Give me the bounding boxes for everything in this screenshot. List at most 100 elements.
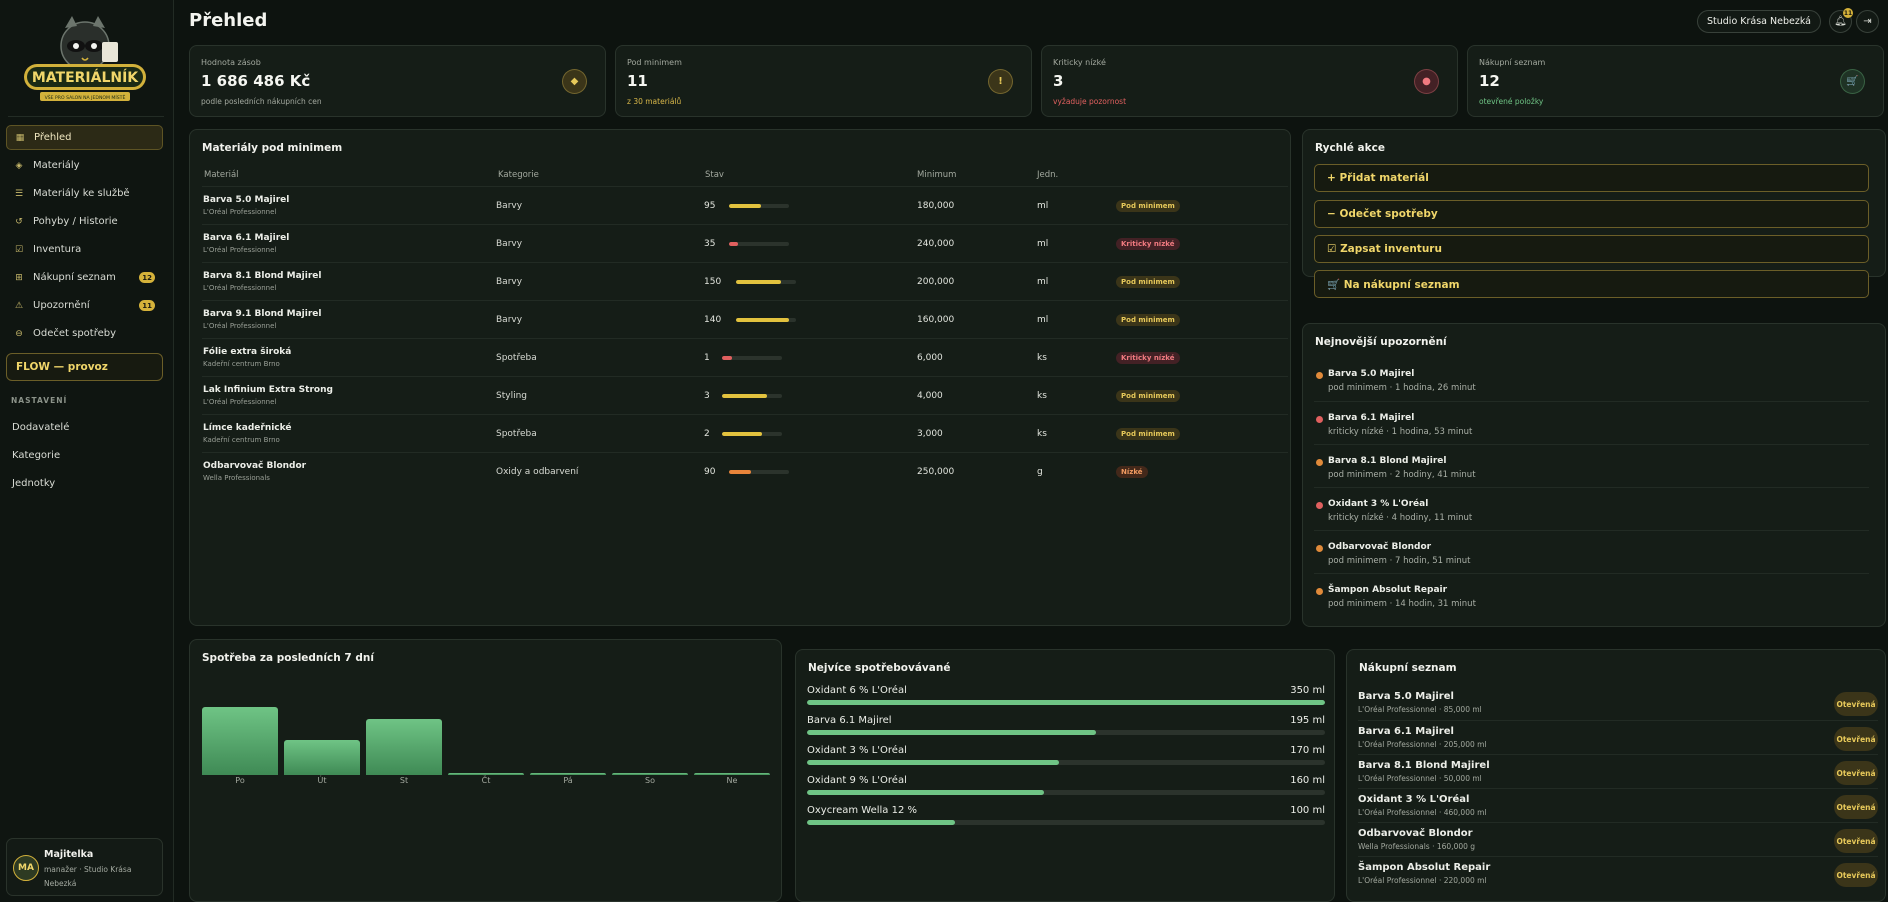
column-header-material: Materiál (204, 170, 239, 180)
stock-level-fill (722, 356, 733, 360)
shopping-item[interactable]: Barva 6.1 Majirel L'Oréal Professionnel ·… (1358, 720, 1878, 755)
studio-selector[interactable]: Studio Krása Nebezká (1697, 10, 1821, 33)
stock-quantity: 90 (704, 467, 716, 477)
shopping-item[interactable]: Odbarvovač Blondor Wella Professionals · … (1358, 822, 1878, 857)
notifications-button[interactable]: 🔔︎ 11 (1829, 8, 1853, 33)
minimum-value: 4,000 (917, 391, 943, 401)
table-row[interactable]: Límce kadeřnické Kadeřní centrum Brno Spot… (202, 414, 1288, 452)
consumption-bar-fill (807, 700, 1325, 705)
column-header-kategorie: Kategorie (498, 170, 539, 180)
table-row[interactable]: Fólie extra široká Kadeřní centrum Brno Sp… (202, 338, 1288, 376)
material-name: Fólie extra široká (203, 347, 292, 357)
material-category: Barvy (496, 201, 523, 211)
table-row[interactable]: Barva 6.1 Majirel L'Oréal Professionnel Ba… (202, 224, 1288, 262)
minus-circle-icon: ⊖ (15, 328, 23, 339)
sidebar-item-inventura[interactable]: ☑ Inventura (6, 237, 163, 262)
item-detail: L'Oréal Professionnel · 460,000 ml (1358, 808, 1487, 817)
minimum-value: 180,000 (917, 201, 955, 211)
sidebar-item-dodavatele[interactable]: Dodavatelé (12, 422, 70, 433)
material-category: Oxidy a odbarvení (496, 467, 579, 477)
material-brand: Wella Professionals (203, 474, 270, 482)
status-badge[interactable]: Otevřená (1834, 761, 1878, 785)
alert-item[interactable]: Barva 8.1 Blond Majirel pod minimem · 2 h… (1314, 444, 1869, 487)
stock-level-fill (729, 242, 738, 246)
shopping-item[interactable]: Barva 8.1 Blond Majirel L'Oréal Professio… (1358, 754, 1878, 789)
x-tick-label: Čt (481, 776, 491, 785)
stock-level-bar (729, 470, 789, 474)
sidebar-item-prehled[interactable]: ▦ Přehled (6, 125, 163, 150)
status-badge[interactable]: Otevřená (1834, 863, 1878, 887)
consumption-row: Oxidant 9 % L'Oréal 160 ml (807, 775, 1325, 797)
sidebar-item-jednotky[interactable]: Jednotky (12, 478, 56, 489)
status-badge[interactable]: Otevřená (1834, 829, 1878, 853)
consumption-bar (807, 820, 1325, 825)
materialnik-logo[interactable]: MATERIÁLNÍK VŠE PRO SALON NA JEDNOM MÍST… (16, 10, 154, 110)
alert-name: Odbarvovač Blondor (1328, 542, 1432, 552)
table-row[interactable]: Barva 9.1 Blond Majirel L'Oréal Professio… (202, 300, 1288, 338)
chart-title: Spotřeba za posledních 7 dní (202, 652, 374, 664)
alert-item[interactable]: Barva 6.1 Majirel kriticky nízké · 1 hodi… (1314, 401, 1869, 444)
sidebar-item-odecet-spotreby[interactable]: ⊖ Odečet spotřeby (6, 321, 163, 346)
status-badge[interactable]: Otevřená (1834, 795, 1878, 819)
flow-button[interactable]: FLOW — provoz (6, 353, 163, 381)
table-row[interactable]: Barva 8.1 Blond Majirel L'Oréal Professio… (202, 262, 1288, 300)
consumption-value: 350 ml (1290, 685, 1325, 696)
record-inventory-button[interactable]: ☑ Zapsat inventuru (1314, 235, 1869, 263)
consumption-bar-fill (807, 820, 956, 825)
stat-card-nakupni-seznam: Nákupní seznam 12 otevřené položky 🛒 (1467, 45, 1884, 117)
user-card[interactable]: MA Majitelka manažer · Studio Krása Nebe… (6, 838, 163, 896)
diamond-icon: ◆ (562, 69, 587, 94)
material-brand: Kadeřní centrum Brno (203, 360, 280, 368)
stock-level-fill (736, 280, 781, 284)
shopping-item[interactable]: Barva 5.0 Majirel L'Oréal Professionnel ·… (1358, 686, 1878, 721)
alert-name: Barva 5.0 Majirel (1328, 369, 1415, 379)
sidebar-item-nakupni-seznam[interactable]: ⊞ Nákupní seznam 12 (6, 265, 163, 290)
sidebar-item-materialy-ke-sluzbe[interactable]: ☰ Materiály ke službě (6, 181, 163, 206)
status-badge[interactable]: Otevřená (1834, 727, 1878, 751)
stock-level-fill (722, 394, 767, 398)
status-badge: Pod minimem (1116, 276, 1180, 288)
sidebar-item-pohyby[interactable]: ↺ Pohyby / Historie (6, 209, 163, 234)
unit-value: g (1037, 467, 1043, 477)
minimum-value: 3,000 (917, 429, 943, 439)
minimum-value: 160,000 (917, 315, 955, 325)
alert-item[interactable]: Oxidant 3 % L'Oréal kriticky nízké · 4 ho… (1314, 487, 1869, 530)
status-badge[interactable]: Otevřená (1834, 692, 1878, 716)
unit-value: ml (1037, 201, 1049, 211)
sidebar-item-label: Inventura (33, 244, 82, 255)
shopping-item[interactable]: Oxidant 3 % L'Oréal L'Oréal Professionnel… (1358, 788, 1878, 823)
sidebar-item-kategorie[interactable]: Kategorie (12, 450, 61, 461)
consumption-row: Barva 6.1 Majirel 195 ml (807, 715, 1325, 737)
sidebar-item-materialy[interactable]: ◈ Materiály (6, 153, 163, 178)
item-name: Oxidant 3 % L'Oréal (1358, 794, 1470, 805)
alert-item[interactable]: Odbarvovač Blondor pod minimem · 7 hodin,… (1314, 530, 1869, 573)
sidebar-item-upozorneni[interactable]: ⚠ Upozornění 11 (6, 293, 163, 318)
stock-level-fill (722, 432, 763, 436)
item-name: Barva 8.1 Blond Majirel (1358, 760, 1490, 771)
deduct-consumption-button[interactable]: − Odečet spotřeby (1314, 200, 1869, 228)
logout-button[interactable]: ⇥ (1856, 10, 1879, 33)
add-material-button[interactable]: + Přidat materiál (1314, 164, 1869, 192)
material-category: Styling (496, 391, 527, 401)
stock-quantity: 35 (704, 239, 716, 249)
stock-level-fill (736, 318, 789, 322)
material-name: Oxidant 3 % L'Oréal (807, 745, 907, 756)
material-category: Spotřeba (496, 353, 537, 363)
table-row[interactable]: Barva 5.0 Majirel L'Oréal Professionnel Ba… (202, 186, 1288, 224)
warning-icon: ⚠ (14, 300, 24, 311)
alert-item[interactable]: Barva 5.0 Majirel pod minimem · 1 hodina,… (1314, 358, 1869, 401)
alert-detail: pod minimem · 1 hodina, 26 minut (1328, 383, 1476, 393)
unit-value: ml (1037, 277, 1049, 287)
shopping-item[interactable]: Šampon Absolut Repair L'Oréal Professionn… (1358, 856, 1878, 891)
stock-level-bar (736, 318, 796, 322)
table-row[interactable]: Lak Infinium Extra Strong L'Oréal Profess… (202, 376, 1288, 414)
cart-icon: 🛒 (1840, 69, 1865, 94)
consumption-value: 160 ml (1290, 775, 1325, 786)
minimum-value: 250,000 (917, 467, 955, 477)
add-to-shopping-list-button[interactable]: 🛒 Na nákupní seznam (1314, 270, 1869, 298)
material-brand: L'Oréal Professionnel (203, 284, 277, 292)
stock-quantity: 150 (704, 277, 722, 287)
table-row[interactable]: Odbarvovač Blondor Wella Professionals Oxi… (202, 452, 1288, 490)
alert-item[interactable]: Šampon Absolut Repair pod minimem · 14 ho… (1314, 573, 1869, 616)
column-header-jednotka: Jedn. (1037, 170, 1059, 180)
